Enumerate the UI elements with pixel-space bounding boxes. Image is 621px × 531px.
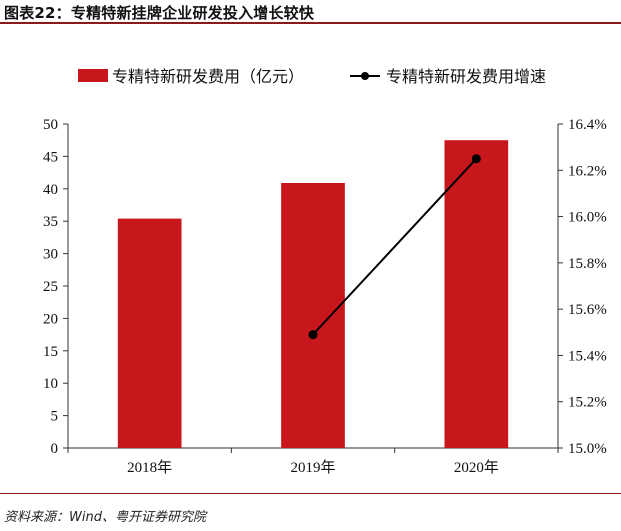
legend-bar-swatch [78,69,108,82]
left-tick-label: 50 [43,117,58,133]
legend-line-marker [361,72,369,80]
right-tick-label: 15.6% [568,302,607,318]
left-tick-label: 15 [43,344,58,360]
bar [117,218,182,448]
title-rule [0,22,621,24]
left-tick-label: 25 [43,279,58,295]
right-tick-label: 16.0% [568,210,607,226]
right-tick-label: 15.0% [568,441,607,457]
right-tick-label: 15.4% [568,348,607,364]
left-tick-label: 40 [43,182,58,198]
x-tick-label: 2018年 [127,459,172,476]
left-tick-label: 10 [43,376,58,392]
bar [444,140,509,448]
left-tick-label: 35 [43,214,58,230]
x-tick-label: 2020年 [454,459,499,476]
legend-bar-label: 专精特新研发费用（亿元） [112,67,304,86]
left-tick-label: 0 [51,441,59,457]
left-tick-label: 5 [51,409,59,425]
footer-rule [0,493,621,494]
source-note: 资料来源：Wind、粤开证券研究院 [4,510,206,525]
legend: 专精特新研发费用（亿元） 专精特新研发费用增速 [78,67,546,86]
right-tick-label: 15.8% [568,256,607,272]
left-tick-label: 20 [43,311,58,327]
growth-line [312,158,478,336]
left-tick-label: 30 [43,247,58,263]
right-tick-label: 16.2% [568,163,607,179]
right-tick-label: 16.4% [568,117,607,133]
growth-point [308,330,318,340]
growth-point [471,154,481,164]
right-tick-label: 15.2% [568,395,607,411]
x-tick-label: 2019年 [290,459,335,476]
left-tick-label: 45 [43,149,58,165]
bar [281,182,345,448]
figure-title: 图表22：专精特新挂牌企业研发投入增长较快 [4,4,315,22]
legend-line-label: 专精特新研发费用增速 [386,67,546,86]
